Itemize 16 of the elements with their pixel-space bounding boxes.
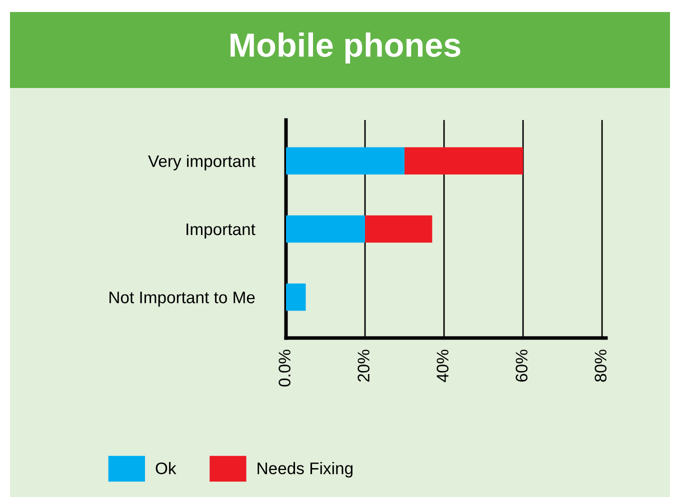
legend-label: Needs Fixing bbox=[258, 462, 352, 478]
bar bbox=[286, 215, 366, 243]
bar bbox=[286, 284, 306, 311]
x-tick-label: 20% bbox=[358, 350, 370, 382]
y-tick-label: Very important bbox=[148, 154, 256, 170]
bar bbox=[404, 147, 524, 174]
legend-label: Ok bbox=[156, 462, 176, 474]
x-tick-label: 60% bbox=[516, 350, 528, 382]
x-tick-label: 40% bbox=[436, 350, 448, 382]
y-tick-label: Important bbox=[186, 224, 256, 238]
x-tick-label: 0.0% bbox=[278, 350, 290, 386]
bar bbox=[286, 147, 405, 174]
bar bbox=[365, 215, 432, 243]
x-tick-label: 80% bbox=[594, 350, 607, 382]
chart-title: Mobile phones bbox=[230, 32, 460, 64]
y-tick-label: Not Important to Me bbox=[110, 292, 255, 307]
